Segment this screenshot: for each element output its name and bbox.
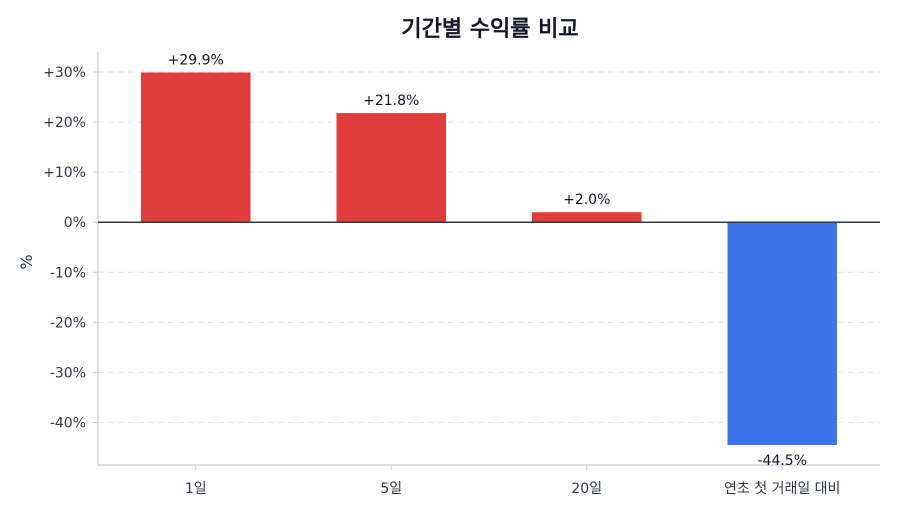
bar-value-label: +21.8% bbox=[363, 93, 419, 109]
x-tick-label: 5일 bbox=[380, 481, 402, 497]
x-tick-label: 20일 bbox=[571, 481, 602, 497]
y-tick-label: +10% bbox=[43, 165, 86, 181]
bar-value-label: -44.5% bbox=[757, 453, 807, 469]
y-tick-label: -40% bbox=[50, 415, 86, 431]
labels-layer: +29.9% +21.8% +2.0% -44.5% bbox=[168, 53, 807, 469]
axis-layer: +30% +20% +10% 0% -10% -20% -30% -40% 1일 5일 20일 연초 … bbox=[43, 52, 880, 497]
bar-value-label: +29.9% bbox=[168, 53, 224, 69]
bar-4 bbox=[727, 222, 837, 445]
y-tick-label: +20% bbox=[43, 115, 86, 131]
y-tick-label: -20% bbox=[50, 315, 86, 331]
bar-value-label: +2.0% bbox=[563, 192, 610, 208]
bar-1 bbox=[141, 72, 251, 223]
bar-2 bbox=[336, 113, 446, 223]
x-tick-label: 연초 첫 거래일 대비 bbox=[724, 481, 840, 497]
y-axis-label: % bbox=[17, 254, 36, 269]
y-tick-label: 0% bbox=[64, 215, 86, 231]
bar-3 bbox=[532, 212, 642, 223]
chart-title: 기간별 수익률 비교 bbox=[401, 17, 578, 42]
y-tick-label: +30% bbox=[43, 65, 86, 81]
x-tick-label: 1일 bbox=[185, 481, 207, 497]
y-tick-label: -10% bbox=[50, 265, 86, 281]
y-tick-label: -30% bbox=[50, 365, 86, 381]
bars-layer bbox=[141, 72, 837, 445]
